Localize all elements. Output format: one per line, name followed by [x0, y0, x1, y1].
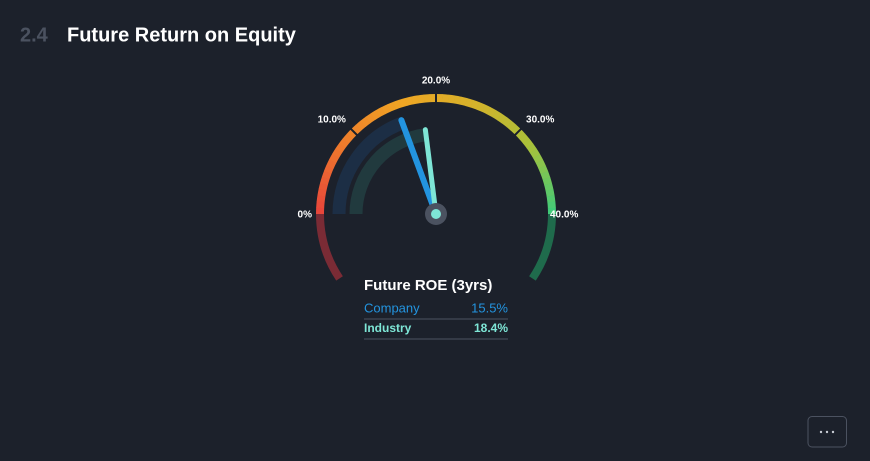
- needle: [422, 127, 439, 217]
- gauge-arc: [453, 95, 462, 105]
- legend-title: Future ROE (3yrs): [364, 277, 492, 294]
- gauge-arc: [447, 94, 456, 104]
- needle: [398, 117, 439, 217]
- gauge-arc: [476, 101, 486, 112]
- value-band: [332, 116, 405, 215]
- gauge-arc: [316, 201, 325, 209]
- gauge-arc: [464, 98, 474, 108]
- gauge-arc: [411, 95, 419, 105]
- gauge-arc: [532, 154, 544, 164]
- tick-label: 30.0%: [526, 115, 554, 126]
- legend-value: 18.4%: [474, 321, 508, 335]
- tick-mark: [349, 127, 359, 137]
- gauge-arc: [545, 189, 555, 197]
- menu-button[interactable]: [807, 416, 847, 448]
- legend-name: Company: [364, 300, 420, 315]
- gauge-arc: [542, 176, 552, 186]
- gauge-arc: [387, 101, 397, 112]
- gauge-arc: [519, 133, 530, 144]
- gauge-arc: [323, 164, 334, 174]
- gauge-arc: [320, 176, 330, 186]
- gauge-arc: [329, 153, 340, 164]
- value-band: [349, 128, 427, 215]
- gauge-arc: [370, 109, 381, 121]
- gauge-arc: [392, 99, 402, 110]
- gauge-arc: [398, 98, 408, 108]
- legend-value: 15.5%: [471, 300, 508, 315]
- gauge-below-arc: [529, 213, 556, 281]
- gauge-arc: [459, 96, 468, 106]
- gauge-arc: [360, 116, 371, 127]
- gauge-arc: [496, 113, 507, 124]
- menu-dot: [819, 430, 823, 434]
- gauge-arc: [538, 165, 549, 175]
- legend-name: Industry: [364, 321, 412, 335]
- gauge-arc: [417, 94, 425, 104]
- gauge-arc: [376, 106, 386, 118]
- tick-mark: [513, 127, 523, 137]
- gauge-arc: [342, 133, 353, 144]
- gauge-arc: [365, 113, 376, 124]
- gauge-arc: [544, 182, 554, 192]
- chart-title: Future Return on Equity: [67, 24, 297, 46]
- menu-dot: [831, 430, 835, 434]
- menu-button-frame[interactable]: [807, 416, 847, 448]
- tick-label: 20.0%: [422, 76, 450, 87]
- gauge-arc: [381, 104, 391, 115]
- gauge-arc: [529, 148, 541, 159]
- gauge-arc: [404, 96, 414, 106]
- gauge-arc: [470, 99, 480, 110]
- tick-label: 10.0%: [318, 115, 346, 126]
- gauge-arc: [317, 188, 327, 197]
- section-number: 2.4: [20, 24, 49, 46]
- gauge-arc: [332, 148, 343, 159]
- gauge-arc: [535, 159, 546, 169]
- gauge-arc: [501, 116, 512, 128]
- gauge-arc: [506, 120, 517, 131]
- gauge-arc: [486, 107, 497, 118]
- gauge-arc: [326, 159, 337, 169]
- gauge-arc: [491, 110, 502, 121]
- gauge-arc: [355, 120, 366, 131]
- gauge-arc: [526, 143, 537, 154]
- gauge-arc: [316, 194, 326, 203]
- gauge-arc: [523, 138, 534, 149]
- gauge-arc: [321, 170, 332, 180]
- gauge-arc: [546, 195, 556, 203]
- gauge-arc: [335, 143, 346, 154]
- menu-dot: [825, 430, 829, 434]
- gauge-below-arc: [316, 213, 343, 281]
- tick-label: 40.0%: [550, 210, 578, 221]
- needle-hub-dot: [431, 209, 441, 219]
- gauge-arc: [540, 170, 551, 180]
- gauge-arc: [338, 138, 350, 149]
- tick-label: 0%: [298, 210, 313, 221]
- gauge-arc: [481, 104, 491, 115]
- gauge-arc: [318, 182, 328, 191]
- gauge-arc: [441, 94, 449, 103]
